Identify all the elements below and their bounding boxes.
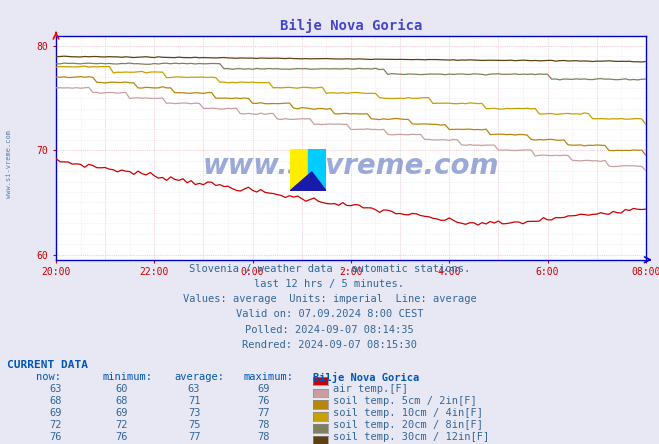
- Text: soil temp. 10cm / 4in[F]: soil temp. 10cm / 4in[F]: [333, 408, 483, 418]
- Text: 76: 76: [115, 432, 128, 442]
- Text: www.si-vreme.com: www.si-vreme.com: [5, 130, 12, 198]
- Text: 68: 68: [115, 396, 128, 406]
- Text: soil temp. 5cm / 2in[F]: soil temp. 5cm / 2in[F]: [333, 396, 476, 406]
- Text: 71: 71: [188, 396, 200, 406]
- Text: CURRENT DATA: CURRENT DATA: [7, 360, 88, 370]
- Text: last 12 hrs / 5 minutes.: last 12 hrs / 5 minutes.: [254, 279, 405, 289]
- Text: 72: 72: [115, 420, 128, 430]
- Text: 76: 76: [257, 396, 270, 406]
- Text: 72: 72: [49, 420, 62, 430]
- Text: 78: 78: [257, 420, 270, 430]
- Text: Valid on: 07.09.2024 8:00 CEST: Valid on: 07.09.2024 8:00 CEST: [236, 309, 423, 320]
- Text: soil temp. 20cm / 8in[F]: soil temp. 20cm / 8in[F]: [333, 420, 483, 430]
- Text: maximum:: maximum:: [244, 372, 294, 382]
- Text: 69: 69: [49, 408, 62, 418]
- Text: 76: 76: [49, 432, 62, 442]
- Text: 77: 77: [188, 432, 200, 442]
- Text: 69: 69: [115, 408, 128, 418]
- Title: Bilje Nova Gorica: Bilje Nova Gorica: [279, 19, 422, 33]
- Text: www.si-vreme.com: www.si-vreme.com: [203, 151, 499, 179]
- Text: 78: 78: [257, 432, 270, 442]
- Text: Rendred: 2024-09-07 08:15:30: Rendred: 2024-09-07 08:15:30: [242, 340, 417, 350]
- Text: now:: now:: [36, 372, 61, 382]
- Text: Polled: 2024-09-07 08:14:35: Polled: 2024-09-07 08:14:35: [245, 325, 414, 335]
- Text: Values: average  Units: imperial  Line: average: Values: average Units: imperial Line: av…: [183, 294, 476, 305]
- Text: Bilje Nova Gorica: Bilje Nova Gorica: [313, 372, 419, 383]
- Text: 77: 77: [257, 408, 270, 418]
- Text: soil temp. 30cm / 12in[F]: soil temp. 30cm / 12in[F]: [333, 432, 489, 442]
- Text: 63: 63: [188, 384, 200, 394]
- Text: 68: 68: [49, 396, 62, 406]
- Text: minimum:: minimum:: [102, 372, 152, 382]
- Text: 69: 69: [257, 384, 270, 394]
- Text: 73: 73: [188, 408, 200, 418]
- Text: 60: 60: [115, 384, 128, 394]
- Text: Slovenia / weather data - automatic stations.: Slovenia / weather data - automatic stat…: [189, 264, 470, 274]
- Text: average:: average:: [175, 372, 225, 382]
- Text: air temp.[F]: air temp.[F]: [333, 384, 408, 394]
- Polygon shape: [308, 149, 326, 191]
- Polygon shape: [290, 172, 326, 191]
- Text: 75: 75: [188, 420, 200, 430]
- Polygon shape: [290, 149, 308, 191]
- Text: 63: 63: [49, 384, 62, 394]
